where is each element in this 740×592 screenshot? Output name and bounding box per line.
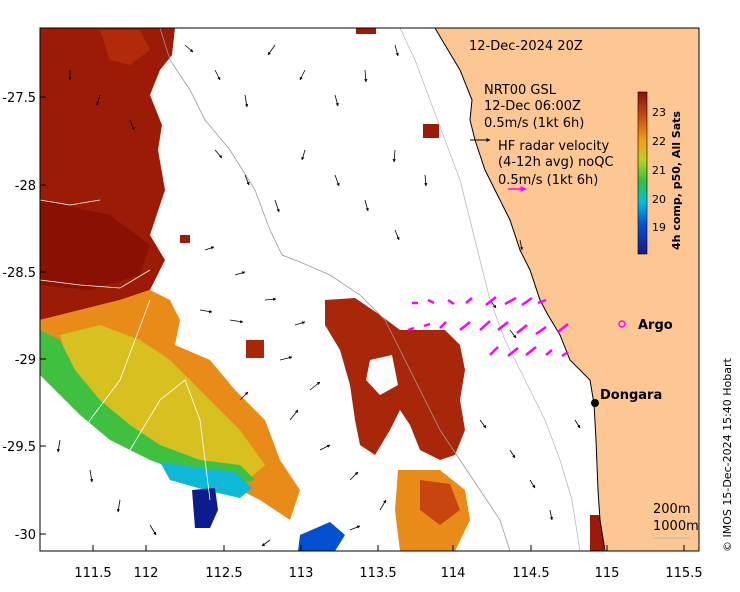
colorbar-tick-23: 23 xyxy=(652,106,666,119)
sst-south-blob-warm xyxy=(420,480,460,525)
y-tick-label: -29.5 xyxy=(2,440,36,455)
land-western-australia xyxy=(434,28,699,551)
sst-warm-fragment xyxy=(423,124,439,138)
colorbar-tick-19: 19 xyxy=(652,221,666,234)
model-legend-name: NRT00 GSL xyxy=(484,83,557,98)
x-tick-label: 112 xyxy=(134,566,159,581)
sst-warm-patch-a xyxy=(100,30,150,65)
map-timestamp: 12-Dec-2024 20Z xyxy=(469,39,583,54)
argo-float-marker xyxy=(618,320,626,328)
plot-frame xyxy=(39,27,700,552)
hf-radar-vectors xyxy=(407,296,569,358)
x-tick-label: 111.5 xyxy=(74,566,111,581)
x-tick-label: 115 xyxy=(595,566,620,581)
sst-colorbar: 23 22 21 20 19 4h comp, p50, All Sats xyxy=(637,91,683,255)
sst-cyan-band xyxy=(160,462,252,498)
sst-cool-patch xyxy=(192,488,218,528)
radar-legend-averaging: (4-12h avg) noQC xyxy=(498,155,614,170)
dongara-town-marker xyxy=(591,399,599,407)
sst-warm-patch-b xyxy=(40,200,150,290)
plot-area xyxy=(40,28,699,551)
vector-legend: NRT00 GSL 12-Dec 06:00Z 0.5m/s (1kt 6h) … xyxy=(470,83,614,192)
sst-central-blob-hole xyxy=(366,355,398,395)
sst-warm-fragment xyxy=(356,28,376,34)
bathymetry-1000m-label: 1000m xyxy=(653,519,699,534)
dongara-label: Dongara xyxy=(600,388,662,403)
model-legend-time: 12-Dec 06:00Z xyxy=(484,99,581,114)
x-axis-ticks xyxy=(92,545,685,551)
x-tick-label: 113 xyxy=(289,566,314,581)
argo-label: Argo xyxy=(638,318,673,333)
x-tick-label: 113.5 xyxy=(359,566,396,581)
x-tick-label: 115.5 xyxy=(665,566,702,581)
y-tick-label: -30 xyxy=(15,528,36,543)
colorbar-title: 4h comp, p50, All Sats xyxy=(670,111,683,250)
y-axis-ticks xyxy=(40,96,46,535)
y-axis: -27.5 -28 -28.5 -29 -29.5 -30 xyxy=(2,91,36,543)
colorbar-tick-21: 21 xyxy=(652,164,666,177)
colorbar-tick-20: 20 xyxy=(652,193,666,206)
model-legend-scale: 0.5m/s (1kt 6h) xyxy=(484,116,584,131)
sst-cool-patch-south xyxy=(298,522,345,551)
sst-warm-fragment xyxy=(246,340,264,358)
model-current-vectors xyxy=(56,44,581,547)
bathymetry-200m xyxy=(399,28,581,551)
sst-green-band xyxy=(40,330,255,485)
radar-legend-scale: 0.5m/s (1kt 6h) xyxy=(498,173,598,188)
credit-text: © IMOS 15-Dec-2024 15:40 Hobart xyxy=(721,357,734,552)
sst-isotherm xyxy=(40,199,211,501)
y-tick-label: -27.5 xyxy=(2,91,36,106)
y-tick-label: -28.5 xyxy=(2,266,36,281)
bathymetry-200m-label: 200m xyxy=(653,502,690,517)
sst-yellow-band xyxy=(60,325,265,478)
colorbar-gradient xyxy=(637,91,648,255)
sst-warm-fragment xyxy=(180,235,190,243)
y-tick-label: -28 xyxy=(15,179,36,194)
radar-legend-name: HF radar velocity xyxy=(498,139,610,154)
bathymetry-1000m xyxy=(159,28,511,551)
x-tick-label: 112.5 xyxy=(205,566,242,581)
x-tick-label: 114 xyxy=(441,566,466,581)
y-tick-label: -29 xyxy=(15,353,36,368)
x-axis: 111.5 112 112.5 113 113.5 114 114.5 115 … xyxy=(74,566,702,581)
x-tick-label: 114.5 xyxy=(512,566,549,581)
colorbar-tick-22: 22 xyxy=(652,135,666,148)
